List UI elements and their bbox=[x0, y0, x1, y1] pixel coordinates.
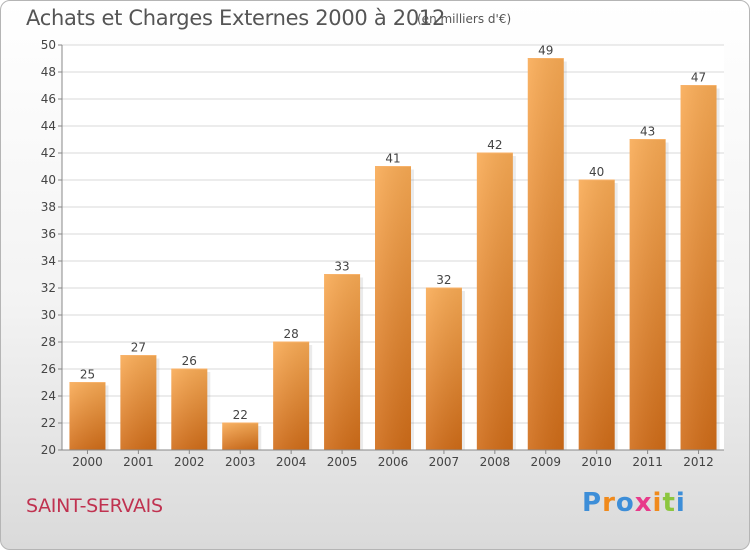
logo-letter: i bbox=[652, 488, 663, 518]
x-tick-label: 2009 bbox=[530, 455, 561, 469]
x-tick-label: 2000 bbox=[72, 455, 103, 469]
logo-letter: x bbox=[634, 488, 653, 518]
bar-shade bbox=[273, 342, 310, 450]
bar-shade bbox=[120, 355, 157, 450]
bar-shade bbox=[476, 153, 513, 450]
y-tick-label: 24 bbox=[41, 389, 56, 403]
y-tick-label: 20 bbox=[41, 443, 56, 457]
chart-subtitle: (en milliers d'€) bbox=[417, 12, 512, 26]
axes: 20 22 24 26 28 30 32 34 36 38 40 42 44 46 48 50 2000 2001… bbox=[41, 38, 724, 469]
bar-shade bbox=[222, 423, 259, 450]
bar-shade bbox=[375, 166, 411, 450]
data-label: 22 bbox=[233, 408, 248, 422]
y-tick-label: 36 bbox=[41, 227, 56, 241]
y-tick-label: 40 bbox=[41, 173, 56, 187]
logo-letter: P bbox=[582, 488, 603, 518]
bar-shade bbox=[680, 85, 717, 450]
data-label: 25 bbox=[80, 368, 95, 382]
bar-shade bbox=[69, 382, 106, 450]
data-label: 49 bbox=[538, 44, 553, 58]
y-tick-label: 42 bbox=[41, 146, 56, 160]
data-label: 33 bbox=[334, 260, 349, 274]
data-label: 47 bbox=[691, 71, 706, 85]
x-tick-label: 2006 bbox=[378, 455, 409, 469]
y-tick-label: 38 bbox=[41, 200, 56, 214]
proxiti-logo[interactable]: Proxiti bbox=[582, 488, 686, 518]
y-tick-label: 50 bbox=[41, 38, 56, 52]
y-tick-label: 48 bbox=[41, 65, 56, 79]
x-tick-label: 2007 bbox=[429, 455, 460, 469]
bar-shade bbox=[324, 274, 361, 450]
logo-letter: o bbox=[615, 488, 635, 518]
chart-title: Achats et Charges Externes 2000 à 2012 bbox=[26, 6, 446, 30]
logo-letter: i bbox=[675, 488, 686, 518]
x-tick-label: 2010 bbox=[581, 455, 612, 469]
logo-letter: r bbox=[602, 488, 616, 518]
x-tick-label: 2011 bbox=[632, 455, 663, 469]
y-tick-label: 46 bbox=[41, 92, 56, 106]
data-label: 43 bbox=[640, 125, 655, 139]
x-tick-label: 2005 bbox=[327, 455, 358, 469]
commune-name: SAINT-SERVAIS bbox=[26, 495, 163, 517]
x-tick-label: 2012 bbox=[683, 455, 714, 469]
x-tick-label: 2002 bbox=[174, 455, 205, 469]
data-label: 42 bbox=[487, 138, 502, 152]
y-tick-label: 44 bbox=[41, 119, 56, 133]
bar-shade bbox=[527, 58, 564, 450]
bar-shade bbox=[171, 369, 208, 450]
y-tick-label: 28 bbox=[41, 335, 56, 349]
data-label: 27 bbox=[131, 341, 146, 355]
data-label: 40 bbox=[589, 165, 604, 179]
data-label: 28 bbox=[284, 327, 299, 341]
data-label: 26 bbox=[182, 354, 197, 368]
x-tick-label: 2001 bbox=[123, 455, 154, 469]
y-tick-label: 22 bbox=[41, 416, 56, 430]
x-tick-label: 2003 bbox=[225, 455, 256, 469]
logo-letter: t bbox=[662, 488, 676, 518]
data-label: 32 bbox=[436, 273, 451, 287]
bar-shade bbox=[425, 288, 462, 450]
y-tick-label: 32 bbox=[41, 281, 56, 295]
y-tick-label: 30 bbox=[41, 308, 56, 322]
x-tick-label: 2008 bbox=[480, 455, 511, 469]
bar-shade bbox=[629, 139, 666, 450]
y-tick-label: 26 bbox=[41, 362, 56, 376]
bars: 25 27 26 22 28 33 41 32 42 49 40 43 47 bbox=[69, 44, 720, 450]
bar-shade bbox=[578, 180, 615, 450]
x-tick-label: 2004 bbox=[276, 455, 307, 469]
y-tick-label: 34 bbox=[41, 254, 56, 268]
data-label: 41 bbox=[385, 152, 400, 166]
